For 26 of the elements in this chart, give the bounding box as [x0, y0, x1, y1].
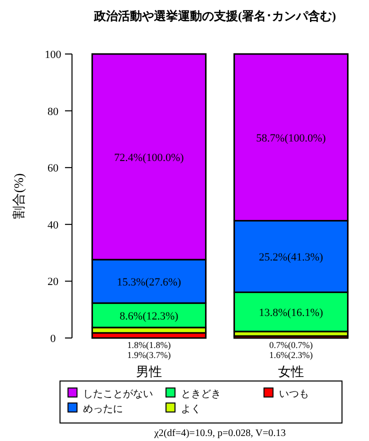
- y-tick-label: 80: [48, 106, 59, 118]
- data-label: 8.6%(12.3%): [120, 310, 179, 322]
- legend-label: ときどき: [181, 389, 221, 400]
- y-tick-label: 100: [44, 49, 62, 61]
- data-label: 1.8%(1.8%): [127, 340, 171, 350]
- legend-label: よく: [181, 404, 201, 415]
- y-tick-label: 0: [50, 333, 56, 345]
- data-label: 15.3%(27.6%): [116, 276, 182, 288]
- x-tick-label: 女性: [278, 364, 304, 379]
- text: χ2(df=4)=10.9, p=0.028, V=0.13: [153, 428, 286, 439]
- x-tick-label: 男性: [136, 364, 162, 379]
- data-label: 58.7%(100.0%): [256, 132, 326, 144]
- y-tick-label: 40: [48, 219, 59, 232]
- y-tick-label: 20: [48, 276, 59, 288]
- data-label: 1.6%(2.3%): [269, 350, 313, 360]
- data-label: 1.9%(3.7%): [127, 350, 171, 360]
- data-label: 72.4%(100.0%): [114, 152, 184, 164]
- data-label: 0.7%(0.7%): [269, 340, 313, 350]
- legend-label: めったに: [83, 404, 123, 415]
- legend-label: いつも: [279, 389, 309, 400]
- legend-label: したことがない: [83, 389, 153, 400]
- y-tick-label: 60: [48, 162, 59, 175]
- data-label: 25.2%(41.3%): [258, 251, 324, 264]
- chart-title: 政治活動や選挙運動の支援(署名･カンパ含む): [93, 9, 336, 23]
- y-axis-title: 割合(%): [11, 173, 26, 219]
- data-label: 13.8%(16.1%): [258, 306, 324, 319]
